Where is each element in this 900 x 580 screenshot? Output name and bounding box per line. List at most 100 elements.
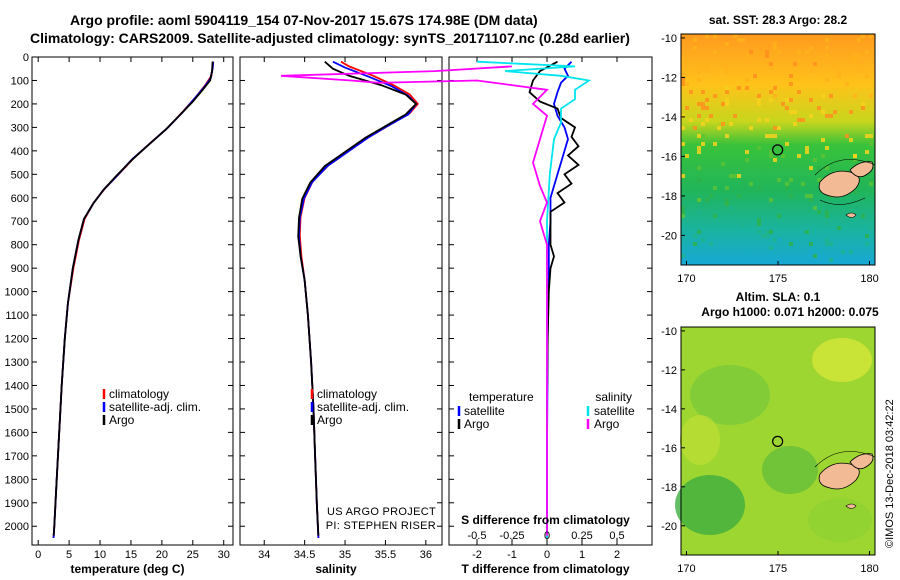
y-tick-label: 300 bbox=[11, 122, 29, 134]
sst-pixel bbox=[765, 54, 769, 58]
sst-pixel bbox=[709, 114, 713, 118]
sst-pixel bbox=[749, 182, 753, 186]
top-tick-label: -0.25 bbox=[499, 530, 524, 542]
sst-pixel bbox=[825, 54, 829, 58]
credit-text: ©IMOS 13-Dec-2018 03:42:22 bbox=[884, 399, 896, 548]
sst-pixel bbox=[793, 110, 797, 114]
sst-pixel bbox=[857, 38, 861, 42]
sst-pixel bbox=[785, 186, 789, 190]
sla-blob bbox=[762, 446, 818, 494]
sst-pixel bbox=[853, 58, 857, 62]
sst-pixel bbox=[725, 102, 729, 106]
sst-pixel bbox=[757, 186, 761, 190]
y-tick-label: 1700 bbox=[5, 451, 29, 463]
sst-pixel bbox=[809, 242, 813, 246]
sst-pixel bbox=[869, 94, 873, 98]
x-tick-label: 0 bbox=[35, 549, 41, 561]
sst-pixel bbox=[797, 118, 801, 122]
sst-pixel bbox=[829, 114, 833, 118]
sst-pixel bbox=[765, 234, 769, 238]
legend-label: satellite-adj. clim. bbox=[109, 400, 201, 414]
sst-map-title: sat. SST: 28.3 Argo: 28.2 bbox=[709, 13, 848, 27]
sst-pixel bbox=[777, 214, 781, 218]
x-axis-label: T difference from climatology bbox=[461, 562, 629, 576]
x-tick-label: 5 bbox=[66, 549, 72, 561]
sst-pixel bbox=[809, 166, 813, 170]
sst-pixel bbox=[809, 46, 813, 50]
legend-label: climatology bbox=[109, 387, 169, 401]
legend-title-salinity: salinity bbox=[595, 390, 632, 404]
argo-location-marker bbox=[772, 144, 784, 156]
sst-pixel bbox=[701, 106, 705, 110]
sst-pixel bbox=[773, 126, 777, 130]
sst-pixel bbox=[821, 94, 825, 98]
sst-pixel bbox=[785, 142, 789, 146]
sst-pixel bbox=[721, 122, 725, 126]
sst-pixel bbox=[817, 178, 821, 182]
legend-label: satellite bbox=[464, 404, 505, 418]
map-x-tick-label: 170 bbox=[677, 563, 695, 575]
sst-pixel bbox=[685, 154, 689, 158]
sst-pixel bbox=[777, 178, 781, 182]
sst-pixel bbox=[725, 98, 729, 102]
sst-pixel bbox=[697, 78, 701, 82]
sst-pixel bbox=[693, 38, 697, 42]
sla-blob bbox=[812, 338, 872, 382]
sst-pixel bbox=[701, 142, 705, 146]
sst-pixel bbox=[797, 90, 801, 94]
annotation-line: US ARGO PROJECT bbox=[327, 506, 436, 518]
sst-pixel bbox=[769, 150, 773, 154]
sst-pixel bbox=[841, 250, 845, 254]
x-tick-label: 34.5 bbox=[294, 549, 315, 561]
sst-pixel bbox=[849, 250, 853, 254]
sst-pixel bbox=[773, 94, 777, 98]
sst-pixel bbox=[697, 102, 701, 106]
chart-title-line1: Argo profile: aoml 5904119_154 07-Nov-20… bbox=[70, 12, 538, 28]
sst-pixel bbox=[801, 182, 805, 186]
map-x-tick-label: 180 bbox=[860, 563, 878, 575]
sst-pixel bbox=[777, 126, 781, 130]
sst-pixel bbox=[709, 242, 713, 246]
x-tick-label: 30 bbox=[218, 549, 230, 561]
sst-pixel bbox=[721, 162, 725, 166]
x-tick-label: -1 bbox=[507, 549, 517, 561]
sst-pixel bbox=[833, 62, 837, 66]
sst-pixel bbox=[785, 106, 789, 110]
sst-pixel bbox=[825, 222, 829, 226]
sst-pixel bbox=[701, 90, 705, 94]
sst-pixel bbox=[761, 234, 765, 238]
sst-pixel bbox=[697, 230, 701, 234]
sst-pixel bbox=[845, 82, 849, 86]
sst-pixel bbox=[825, 214, 829, 218]
sst-pixel bbox=[789, 82, 793, 86]
sst-pixel bbox=[725, 90, 729, 94]
sst-pixel bbox=[705, 218, 709, 222]
series-line-argo bbox=[52, 61, 214, 536]
map-y-tick-label: -18 bbox=[661, 191, 677, 203]
sst-pixel bbox=[789, 178, 793, 182]
legend-label: Argo bbox=[464, 417, 490, 431]
y-tick-label: 800 bbox=[11, 240, 29, 252]
y-tick-label: 1900 bbox=[5, 498, 29, 510]
top-tick-label: 0 bbox=[544, 530, 550, 542]
sst-pixel bbox=[681, 78, 685, 82]
plot-frame bbox=[448, 56, 653, 546]
sst-pixel bbox=[769, 198, 773, 202]
fiji-island bbox=[814, 159, 876, 218]
sst-pixel bbox=[725, 186, 729, 190]
sst-map-texture bbox=[681, 34, 873, 262]
sst-map-field bbox=[681, 34, 875, 265]
sst-pixel bbox=[789, 74, 793, 78]
sst-pixel bbox=[849, 138, 853, 142]
sst-pixel bbox=[713, 186, 717, 190]
y-tick-label: 700 bbox=[11, 216, 29, 228]
sst-pixel bbox=[817, 210, 821, 214]
sst-pixel bbox=[857, 54, 861, 58]
sst-pixel bbox=[681, 126, 685, 130]
map-y-tick-label: -20 bbox=[661, 230, 677, 242]
sst-pixel bbox=[857, 70, 861, 74]
sla-map-title: Altim. SLA: 0.1 bbox=[736, 290, 821, 304]
y-tick-label: 200 bbox=[11, 99, 29, 111]
sst-pixel bbox=[789, 98, 793, 102]
y-tick-label: 400 bbox=[11, 146, 29, 158]
